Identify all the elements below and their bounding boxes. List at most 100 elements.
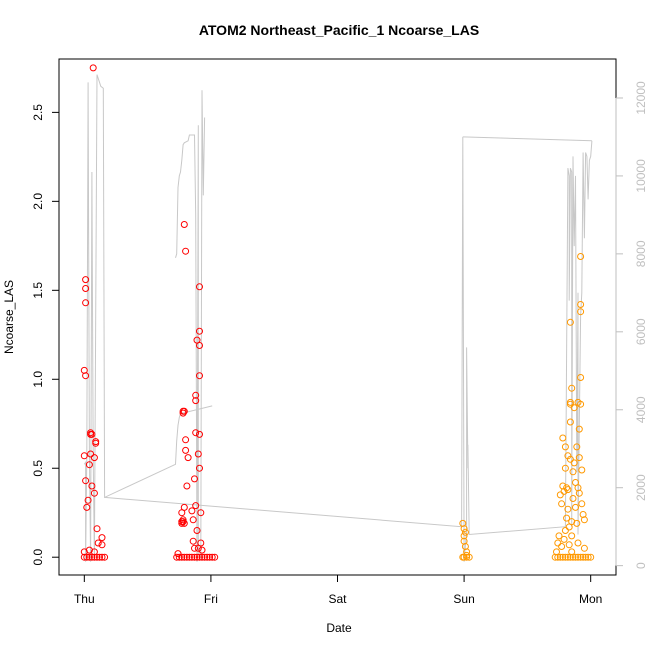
data-point bbox=[572, 503, 579, 511]
altitude-line-segment bbox=[83, 74, 213, 562]
data-point bbox=[98, 553, 106, 561]
data-point bbox=[579, 553, 587, 561]
data-point bbox=[196, 342, 203, 349]
data-point bbox=[582, 553, 590, 561]
data-point bbox=[459, 553, 467, 561]
data-point bbox=[568, 548, 576, 556]
data-point bbox=[574, 553, 582, 561]
data-point bbox=[203, 553, 211, 561]
data-point bbox=[182, 446, 190, 454]
data-point bbox=[178, 519, 186, 527]
x-tick-label: Sat bbox=[328, 592, 347, 606]
data-point bbox=[175, 553, 183, 561]
data-point bbox=[188, 553, 196, 561]
data-point bbox=[88, 482, 96, 490]
data-point bbox=[89, 64, 97, 72]
data-point bbox=[98, 541, 106, 549]
data-point bbox=[568, 532, 576, 540]
data-point bbox=[96, 553, 103, 561]
data-point bbox=[189, 516, 197, 524]
data-point bbox=[196, 553, 203, 561]
data-point bbox=[561, 464, 569, 472]
data-point bbox=[554, 539, 562, 547]
data-point bbox=[560, 535, 568, 543]
data-point bbox=[580, 516, 588, 524]
data-point bbox=[559, 434, 567, 442]
data-point bbox=[460, 525, 468, 533]
data-point bbox=[85, 553, 93, 561]
data-point bbox=[90, 489, 98, 497]
data-point bbox=[208, 553, 216, 561]
data-point bbox=[183, 482, 191, 490]
data-point bbox=[196, 464, 203, 472]
data-point bbox=[580, 544, 588, 552]
data-point bbox=[574, 539, 582, 547]
data-point bbox=[563, 484, 571, 492]
altitude-line-layer bbox=[83, 74, 593, 562]
data-point bbox=[188, 507, 196, 515]
data-point bbox=[191, 475, 198, 483]
y-tick-label: 0.0 bbox=[31, 549, 45, 566]
data-point bbox=[575, 454, 583, 462]
y-axis-label: Ncoarse_LAS bbox=[2, 280, 16, 354]
data-point bbox=[566, 455, 574, 463]
data-point bbox=[570, 404, 578, 412]
data-point bbox=[561, 443, 569, 451]
x-tick-label: Mon bbox=[579, 592, 602, 606]
data-point bbox=[558, 543, 566, 550]
data-point bbox=[82, 276, 90, 284]
data-point bbox=[572, 553, 579, 561]
data-point bbox=[83, 553, 91, 561]
data-point bbox=[84, 496, 92, 504]
data-point bbox=[88, 430, 96, 438]
data-point bbox=[577, 308, 585, 316]
data-point bbox=[92, 438, 100, 446]
data-point bbox=[193, 553, 201, 561]
data-point bbox=[578, 466, 586, 474]
data-point bbox=[578, 500, 586, 508]
data-point bbox=[80, 452, 88, 460]
data-point bbox=[192, 429, 200, 437]
y-right-tick-label: 10000 bbox=[634, 159, 648, 193]
data-point bbox=[564, 505, 572, 513]
data-point bbox=[174, 550, 182, 558]
y-right-tick-label: 8000 bbox=[634, 240, 648, 267]
data-point bbox=[82, 299, 90, 307]
data-point bbox=[196, 327, 203, 335]
data-point bbox=[561, 553, 569, 561]
data-point bbox=[587, 553, 595, 561]
data-point bbox=[566, 318, 574, 326]
data-point bbox=[566, 398, 574, 406]
y-tick-label: 1.0 bbox=[31, 371, 45, 388]
data-point bbox=[197, 509, 205, 517]
data-point bbox=[196, 372, 203, 380]
data-point bbox=[555, 532, 563, 540]
data-point bbox=[88, 553, 96, 561]
data-point bbox=[182, 247, 190, 255]
data-point bbox=[198, 553, 206, 561]
data-point bbox=[82, 372, 90, 380]
data-point bbox=[191, 544, 198, 552]
data-point bbox=[584, 553, 592, 561]
y-axis: 0.0 0.5 1.0 1.5 2.0 2.5 bbox=[31, 104, 60, 566]
data-point bbox=[194, 450, 202, 458]
data-point bbox=[90, 454, 98, 462]
data-point bbox=[191, 553, 198, 561]
x-axis-label: Date bbox=[326, 621, 352, 635]
data-point bbox=[196, 430, 203, 438]
data-point bbox=[575, 489, 583, 497]
data-point bbox=[566, 418, 574, 426]
chart-title: ATOM2 Northeast_Pacific_1 Ncoarse_LAS bbox=[199, 22, 479, 38]
data-point bbox=[463, 553, 471, 561]
data-point bbox=[570, 459, 578, 467]
data-point bbox=[206, 553, 214, 561]
data-point bbox=[179, 516, 187, 524]
x-axis: Thu Fri Sat Sun Mon bbox=[74, 574, 602, 606]
data-point bbox=[460, 532, 468, 540]
data-point bbox=[192, 391, 200, 399]
x-tick-label: Thu bbox=[74, 592, 95, 606]
data-point bbox=[558, 500, 566, 508]
data-point bbox=[192, 397, 200, 405]
data-point bbox=[178, 553, 186, 561]
data-point bbox=[556, 553, 564, 561]
